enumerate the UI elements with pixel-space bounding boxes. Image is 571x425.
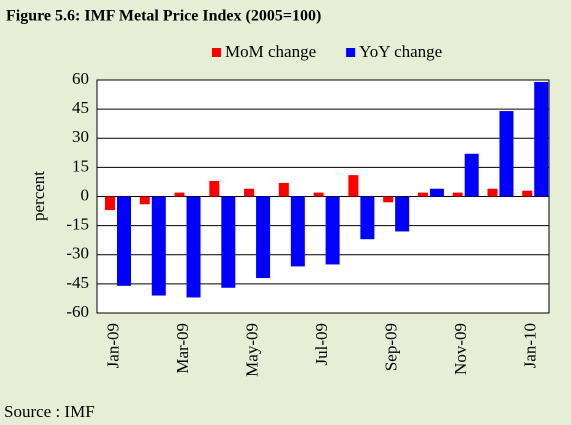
x-tick-label: Jan-09	[103, 323, 122, 368]
bar	[487, 188, 498, 197]
legend-label: MoM change	[225, 42, 316, 61]
bar	[395, 196, 410, 232]
bar	[256, 196, 271, 279]
legend-swatch	[212, 48, 221, 57]
x-tick-label: Jan-10	[521, 323, 540, 368]
bar	[429, 188, 444, 197]
bar	[186, 196, 201, 298]
bar	[313, 192, 324, 197]
x-tick-label: Sep-09	[381, 323, 400, 371]
bar	[151, 196, 166, 296]
y-tick-label: 30	[72, 127, 89, 146]
bar	[417, 192, 428, 197]
chart-title: Figure 5.6: IMF Metal Price Index (2005=…	[6, 8, 321, 25]
bar	[278, 182, 289, 197]
y-axis-label: percent	[29, 171, 48, 221]
bar	[174, 192, 185, 197]
y-tick-label: 0	[81, 185, 90, 204]
bar	[360, 196, 375, 240]
bar	[325, 196, 340, 265]
y-tick-label: -45	[66, 273, 89, 292]
x-tick-label: Jul-09	[312, 323, 331, 366]
bar	[221, 196, 236, 288]
bar	[383, 196, 394, 203]
y-tick-label: 45	[72, 98, 89, 117]
x-tick-label: Mar-09	[173, 323, 192, 374]
y-tick-label: 60	[72, 69, 89, 88]
bar	[499, 111, 514, 197]
x-tick-label: May-09	[242, 323, 261, 377]
y-tick-label: -30	[66, 244, 89, 263]
bar	[348, 175, 359, 197]
bar	[117, 196, 131, 286]
bar	[522, 190, 533, 197]
x-tick-label: Nov-09	[451, 323, 470, 375]
bar	[534, 81, 549, 197]
y-tick-label: -60	[66, 302, 89, 321]
legend-label: YoY change	[359, 42, 442, 61]
y-tick-label: -15	[66, 215, 89, 234]
y-tick-label: 15	[72, 156, 89, 175]
bar	[290, 196, 305, 267]
legend-swatch	[346, 48, 356, 57]
bar	[244, 188, 255, 197]
bar	[139, 196, 150, 205]
bar	[464, 153, 479, 197]
source: Source : IMF	[4, 402, 95, 421]
bar	[452, 192, 463, 197]
bar	[209, 180, 220, 197]
bar	[105, 196, 115, 211]
